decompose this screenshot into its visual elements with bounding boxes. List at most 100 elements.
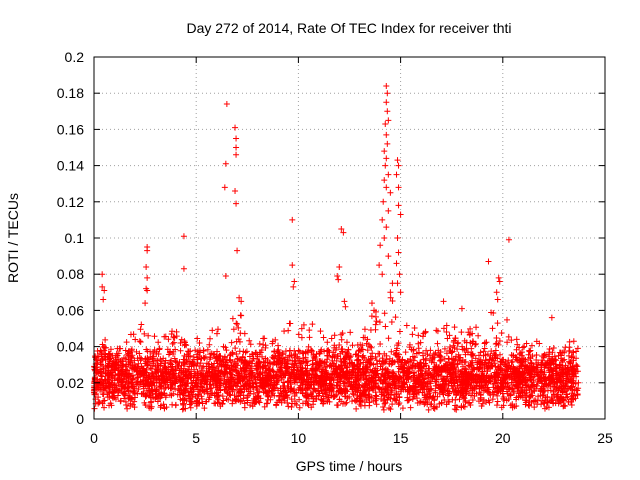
outlier-point — [384, 108, 391, 115]
data-point — [182, 371, 189, 378]
data-point — [224, 376, 231, 383]
data-point — [429, 355, 436, 362]
data-point — [405, 364, 412, 371]
data-point — [263, 377, 270, 384]
data-point — [194, 381, 201, 388]
data-point — [392, 380, 399, 387]
data-point — [525, 351, 532, 358]
data-point — [343, 339, 350, 346]
data-point — [356, 401, 363, 408]
data-point — [411, 325, 418, 332]
outlier-point — [393, 260, 400, 267]
data-point — [414, 374, 421, 381]
data-point — [227, 386, 234, 393]
data-point — [485, 379, 492, 386]
data-point — [198, 355, 205, 362]
data-point — [286, 353, 293, 360]
x-axis-label: GPS time / hours — [296, 458, 403, 474]
data-point — [136, 354, 143, 361]
data-point — [262, 342, 269, 349]
data-point — [134, 378, 141, 385]
y-tick-label: 0.02 — [57, 375, 84, 391]
data-point — [196, 340, 203, 347]
data-point — [147, 348, 154, 355]
data-point — [450, 384, 457, 391]
data-point — [367, 343, 374, 350]
data-point — [97, 369, 104, 376]
data-point — [332, 393, 339, 400]
outlier-point — [99, 271, 106, 278]
data-point — [381, 386, 388, 393]
data-point — [270, 374, 277, 381]
data-point — [560, 369, 567, 376]
data-point — [444, 373, 451, 380]
outlier-point — [238, 298, 245, 305]
data-point — [101, 353, 108, 360]
data-point — [499, 384, 506, 391]
outlier-point — [380, 198, 387, 205]
data-point — [296, 396, 303, 403]
data-point — [496, 338, 503, 345]
data-point — [474, 358, 481, 365]
data-point — [427, 378, 434, 385]
data-point — [145, 332, 152, 339]
data-point — [547, 357, 554, 364]
data-point — [320, 334, 327, 341]
data-point — [303, 398, 310, 405]
data-point — [566, 338, 573, 345]
data-point — [143, 362, 150, 369]
data-point — [105, 367, 112, 374]
data-point — [507, 391, 514, 398]
data-point — [445, 364, 452, 371]
data-point — [190, 374, 197, 381]
outlier-point — [387, 189, 394, 196]
data-point — [194, 348, 201, 355]
data-point — [141, 330, 148, 337]
data-point — [416, 399, 423, 406]
data-point — [511, 390, 518, 397]
data-point — [556, 379, 563, 386]
outlier-point — [236, 294, 243, 301]
x-tick-labels: 0 5 10 15 20 25 — [90, 430, 613, 446]
data-point — [513, 383, 520, 390]
data-point — [304, 372, 311, 379]
data-point — [263, 369, 270, 376]
data-point — [272, 336, 279, 343]
data-point — [320, 400, 327, 407]
outlier-point — [342, 303, 349, 310]
data-point — [262, 355, 269, 362]
data-point — [415, 332, 422, 339]
data-point — [308, 390, 315, 397]
data-point — [278, 368, 285, 375]
y-tick-label: 0.06 — [57, 302, 84, 318]
data-point — [381, 400, 388, 407]
data-point — [199, 384, 206, 391]
outlier-point — [233, 151, 240, 158]
data-point — [296, 348, 303, 355]
data-point — [364, 384, 371, 391]
data-point — [169, 401, 176, 408]
data-point — [137, 369, 144, 376]
data-point — [365, 377, 372, 384]
data-point — [456, 354, 463, 361]
data-point — [404, 397, 411, 404]
data-point — [485, 364, 492, 371]
data-point — [449, 358, 456, 365]
data-point — [568, 401, 575, 408]
data-point — [444, 335, 451, 342]
data-point — [473, 324, 480, 331]
data-point — [460, 373, 467, 380]
data-point — [471, 384, 478, 391]
data-point — [400, 386, 407, 393]
data-point — [392, 396, 399, 403]
data-point — [237, 312, 244, 319]
data-point — [452, 335, 459, 342]
data-point — [563, 379, 570, 386]
data-point — [291, 354, 298, 361]
data-point — [240, 376, 247, 383]
data-point — [253, 398, 260, 405]
data-point — [564, 386, 571, 393]
data-point — [431, 363, 438, 370]
data-point — [153, 350, 160, 357]
data-point — [118, 371, 125, 378]
